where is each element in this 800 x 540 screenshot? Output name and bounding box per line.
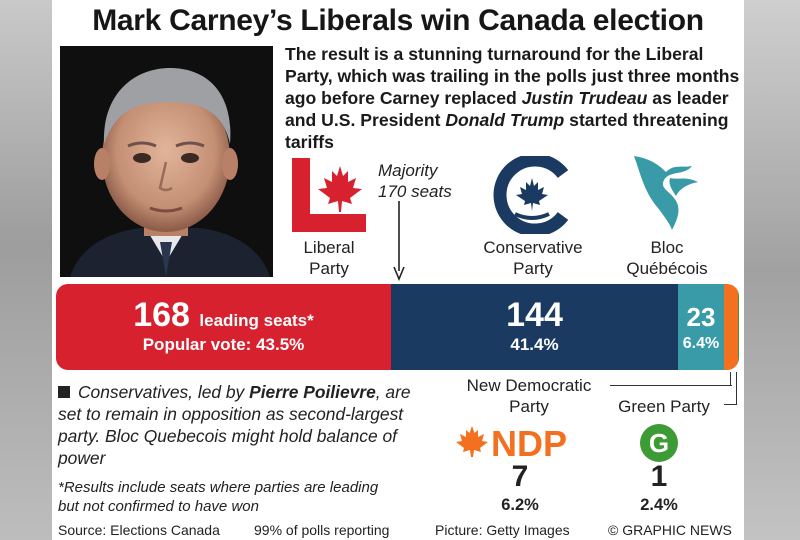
conservative-party-label: Conservative Party bbox=[468, 237, 598, 279]
bullet-square-icon bbox=[58, 386, 70, 398]
liberal-seats-suffix: leading seats* bbox=[199, 311, 314, 330]
lede-name-trudeau: Justin Trudeau bbox=[521, 88, 648, 108]
ndp-party-label: New Democratic Party bbox=[448, 375, 610, 417]
conservative-logo bbox=[493, 156, 569, 234]
bar-segment-liberal: 168 leading seats* Popular vote: 43.5% bbox=[56, 284, 391, 370]
ndp-connector-vertical bbox=[730, 372, 731, 386]
bar-segment-conservative: 144 41.4% bbox=[391, 284, 678, 370]
lede-text-1: The result is a stunning turnaround for … bbox=[285, 44, 740, 108]
green-seats-value: 1 bbox=[650, 460, 668, 493]
green-vote-value: 2.4% bbox=[640, 496, 678, 514]
majority-line2: 170 seats bbox=[378, 182, 452, 201]
majority-annotation: Majority 170 seats bbox=[378, 160, 452, 202]
seats-bar: 168 leading seats* Popular vote: 43.5% 1… bbox=[56, 284, 739, 370]
ndp-connector-horizontal bbox=[610, 385, 732, 386]
lede-text-2: as leader and U.S. President bbox=[285, 88, 729, 130]
footer-graphic-credit: © GRAPHIC NEWS bbox=[608, 522, 732, 538]
majority-line1: Majority bbox=[378, 161, 438, 180]
bloc-label-line1: Bloc bbox=[650, 238, 684, 257]
liberal-party-label: Liberal Party bbox=[284, 237, 374, 279]
bar-segment-bloc: 23 6.4% bbox=[678, 284, 724, 370]
conservative-vote-label: 41.4% bbox=[510, 335, 559, 354]
liberal-seats-label: 168 leading seats* bbox=[56, 296, 391, 335]
bloc-logo bbox=[634, 156, 698, 230]
liberal-vote-label: Popular vote: 43.5% bbox=[142, 335, 305, 354]
bloc-vote-label: 6.4% bbox=[682, 335, 720, 352]
lede-text-3: started threatening tariffs bbox=[285, 110, 729, 152]
liberal-label-line2: Party bbox=[309, 259, 349, 278]
green-logo-text: G bbox=[649, 428, 669, 458]
bar-segment-ndp bbox=[724, 284, 738, 370]
green-party-label: Green Party bbox=[618, 397, 710, 416]
infographic-card: Mark Carney’s Liberals win Canada electi… bbox=[52, 0, 744, 540]
conservative-label-line2: Party bbox=[513, 259, 553, 278]
footer-polls: 99% of polls reporting bbox=[254, 522, 390, 538]
candidate-photo bbox=[60, 46, 273, 277]
commentary-text-2: , are set to remain in opposition as sec… bbox=[58, 382, 411, 468]
lede-paragraph: The result is a stunning turnaround for … bbox=[285, 43, 740, 153]
commentary-text-1: Conservatives, led by bbox=[78, 382, 250, 402]
ndp-logo-text: NDP bbox=[491, 424, 567, 460]
footer-source: Source: Elections Canada bbox=[58, 522, 220, 538]
green-connector-horizontal bbox=[724, 404, 737, 405]
liberal-logo bbox=[292, 158, 366, 232]
commentary-name-poilievre: Pierre Poilievre bbox=[249, 382, 376, 402]
lede-name-trump: Donald Trump bbox=[445, 110, 565, 130]
ndp-seats-value: 7 bbox=[511, 460, 529, 493]
ndp-label-line1: New Democratic bbox=[466, 376, 592, 395]
portrait-illustration bbox=[60, 46, 273, 277]
liberal-seats-value: 168 bbox=[133, 296, 190, 334]
ndp-vote-value: 6.2% bbox=[501, 496, 539, 514]
results-footnote: *Results include seats where parties are… bbox=[58, 479, 379, 515]
bar-segment-green bbox=[738, 284, 739, 370]
majority-arrow bbox=[393, 201, 405, 281]
commentary-paragraph: Conservatives, led by Pierre Poilievre, … bbox=[58, 381, 436, 469]
green-connector-vertical bbox=[736, 372, 737, 405]
green-logo: G bbox=[640, 424, 678, 462]
background-left bbox=[0, 0, 52, 540]
conservative-label-line1: Conservative bbox=[483, 238, 583, 257]
ndp-logo: NDP bbox=[456, 424, 567, 460]
bloc-party-label: Bloc Québécois bbox=[612, 237, 722, 279]
bloc-label-line2: Québécois bbox=[626, 259, 708, 278]
conservative-seats-label: 144 bbox=[506, 296, 563, 334]
ndp-label-line2: Party bbox=[509, 397, 549, 416]
page-title: Mark Carney’s Liberals win Canada electi… bbox=[92, 4, 704, 37]
liberal-label-line1: Liberal bbox=[303, 238, 355, 257]
bloc-seats-label: 23 bbox=[686, 302, 716, 332]
footer-picture-credit: Picture: Getty Images bbox=[435, 522, 570, 538]
background-right bbox=[744, 0, 800, 540]
